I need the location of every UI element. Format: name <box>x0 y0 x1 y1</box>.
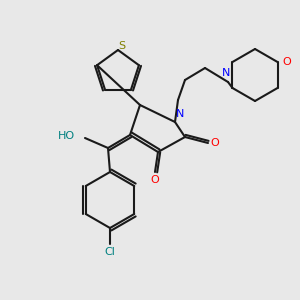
Text: N: N <box>176 109 184 119</box>
Text: O: O <box>211 138 219 148</box>
Text: O: O <box>282 57 291 67</box>
Text: N: N <box>222 68 230 78</box>
Text: O: O <box>151 175 159 185</box>
Text: Cl: Cl <box>105 247 116 257</box>
Text: HO: HO <box>58 131 75 141</box>
Text: S: S <box>118 41 126 51</box>
